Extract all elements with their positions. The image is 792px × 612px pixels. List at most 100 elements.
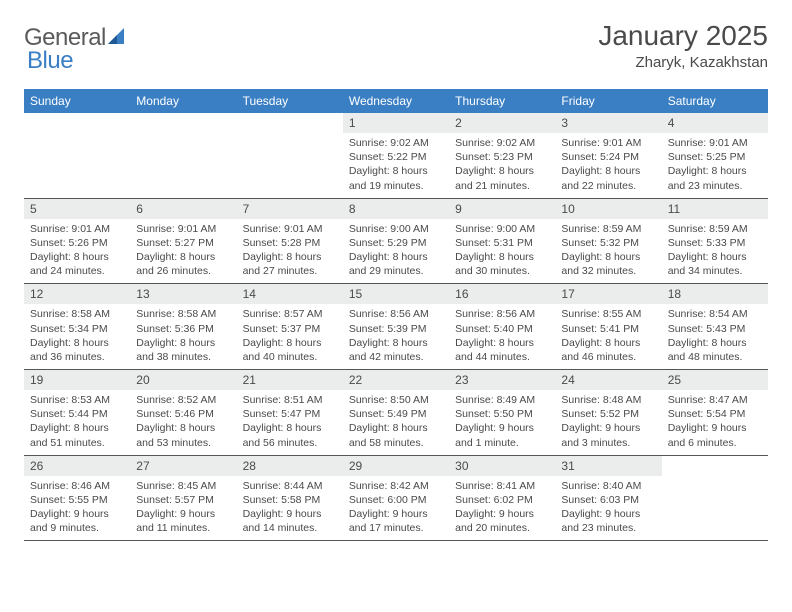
day-number: 29 [343, 456, 449, 476]
day-info: Sunrise: 9:01 AM Sunset: 5:28 PM Dayligh… [237, 219, 343, 284]
day-number: 3 [555, 113, 661, 133]
day-info: Sunrise: 8:46 AM Sunset: 5:55 PM Dayligh… [24, 476, 130, 541]
day-info: Sunrise: 8:59 AM Sunset: 5:32 PM Dayligh… [555, 219, 661, 284]
day-number: 16 [449, 284, 555, 304]
day-cell: 15Sunrise: 8:56 AM Sunset: 5:39 PM Dayli… [343, 284, 449, 369]
day-number: 12 [24, 284, 130, 304]
day-info: Sunrise: 8:45 AM Sunset: 5:57 PM Dayligh… [130, 476, 236, 541]
weekday-row: Sunday Monday Tuesday Wednesday Thursday… [24, 89, 768, 113]
day-cell: 12Sunrise: 8:58 AM Sunset: 5:34 PM Dayli… [24, 284, 130, 369]
day-number: 4 [662, 113, 768, 133]
weekday-friday: Friday [555, 89, 661, 113]
day-number: 6 [130, 199, 236, 219]
day-info: Sunrise: 8:54 AM Sunset: 5:43 PM Dayligh… [662, 304, 768, 369]
day-cell: 14Sunrise: 8:57 AM Sunset: 5:37 PM Dayli… [237, 284, 343, 369]
day-info: Sunrise: 8:58 AM Sunset: 5:34 PM Dayligh… [24, 304, 130, 369]
day-cell: 25Sunrise: 8:47 AM Sunset: 5:54 PM Dayli… [662, 370, 768, 455]
day-number: 20 [130, 370, 236, 390]
day-cell: 5Sunrise: 9:01 AM Sunset: 5:26 PM Daylig… [24, 199, 130, 284]
weeks-container: 1Sunrise: 9:02 AM Sunset: 5:22 PM Daylig… [24, 113, 768, 541]
day-info: Sunrise: 8:53 AM Sunset: 5:44 PM Dayligh… [24, 390, 130, 455]
day-cell [237, 113, 343, 198]
day-info: Sunrise: 8:49 AM Sunset: 5:50 PM Dayligh… [449, 390, 555, 455]
day-info: Sunrise: 8:50 AM Sunset: 5:49 PM Dayligh… [343, 390, 449, 455]
day-info: Sunrise: 8:42 AM Sunset: 6:00 PM Dayligh… [343, 476, 449, 541]
day-number: 21 [237, 370, 343, 390]
weekday-monday: Monday [130, 89, 236, 113]
day-number: 2 [449, 113, 555, 133]
day-cell: 1Sunrise: 9:02 AM Sunset: 5:22 PM Daylig… [343, 113, 449, 198]
day-info: Sunrise: 8:41 AM Sunset: 6:02 PM Dayligh… [449, 476, 555, 541]
day-info: Sunrise: 8:40 AM Sunset: 6:03 PM Dayligh… [555, 476, 661, 541]
day-number: 14 [237, 284, 343, 304]
day-cell: 21Sunrise: 8:51 AM Sunset: 5:47 PM Dayli… [237, 370, 343, 455]
day-info: Sunrise: 8:56 AM Sunset: 5:39 PM Dayligh… [343, 304, 449, 369]
weekday-sunday: Sunday [24, 89, 130, 113]
header: General January 2025 Zharyk, Kazakhstan [24, 20, 768, 71]
day-info: Sunrise: 8:56 AM Sunset: 5:40 PM Dayligh… [449, 304, 555, 369]
day-cell: 2Sunrise: 9:02 AM Sunset: 5:23 PM Daylig… [449, 113, 555, 198]
day-number: 5 [24, 199, 130, 219]
day-cell: 20Sunrise: 8:52 AM Sunset: 5:46 PM Dayli… [130, 370, 236, 455]
day-cell: 24Sunrise: 8:48 AM Sunset: 5:52 PM Dayli… [555, 370, 661, 455]
day-info: Sunrise: 8:55 AM Sunset: 5:41 PM Dayligh… [555, 304, 661, 369]
weekday-saturday: Saturday [662, 89, 768, 113]
weekday-wednesday: Wednesday [343, 89, 449, 113]
day-number: 31 [555, 456, 661, 476]
day-number: 1 [343, 113, 449, 133]
day-number: 15 [343, 284, 449, 304]
week-row: 12Sunrise: 8:58 AM Sunset: 5:34 PM Dayli… [24, 284, 768, 370]
week-row: 1Sunrise: 9:02 AM Sunset: 5:22 PM Daylig… [24, 113, 768, 199]
day-number: 22 [343, 370, 449, 390]
day-cell [24, 113, 130, 198]
day-number: 18 [662, 284, 768, 304]
day-info: Sunrise: 9:01 AM Sunset: 5:27 PM Dayligh… [130, 219, 236, 284]
day-cell: 19Sunrise: 8:53 AM Sunset: 5:44 PM Dayli… [24, 370, 130, 455]
day-cell: 13Sunrise: 8:58 AM Sunset: 5:36 PM Dayli… [130, 284, 236, 369]
day-cell: 8Sunrise: 9:00 AM Sunset: 5:29 PM Daylig… [343, 199, 449, 284]
logo-text-blue-wrap: Blue [27, 47, 73, 75]
day-cell [662, 456, 768, 541]
month-title: January 2025 [598, 20, 768, 52]
weekday-thursday: Thursday [449, 89, 555, 113]
week-row: 26Sunrise: 8:46 AM Sunset: 5:55 PM Dayli… [24, 456, 768, 542]
day-cell: 7Sunrise: 9:01 AM Sunset: 5:28 PM Daylig… [237, 199, 343, 284]
day-info: Sunrise: 8:51 AM Sunset: 5:47 PM Dayligh… [237, 390, 343, 455]
day-cell: 31Sunrise: 8:40 AM Sunset: 6:03 PM Dayli… [555, 456, 661, 541]
day-number: 19 [24, 370, 130, 390]
logo-text-blue: Blue [27, 47, 73, 74]
day-cell: 23Sunrise: 8:49 AM Sunset: 5:50 PM Dayli… [449, 370, 555, 455]
day-number: 25 [662, 370, 768, 390]
day-cell: 3Sunrise: 9:01 AM Sunset: 5:24 PM Daylig… [555, 113, 661, 198]
day-info: Sunrise: 8:47 AM Sunset: 5:54 PM Dayligh… [662, 390, 768, 455]
day-info: Sunrise: 8:52 AM Sunset: 5:46 PM Dayligh… [130, 390, 236, 455]
day-cell: 17Sunrise: 8:55 AM Sunset: 5:41 PM Dayli… [555, 284, 661, 369]
day-number: 30 [449, 456, 555, 476]
day-number: 9 [449, 199, 555, 219]
day-number: 10 [555, 199, 661, 219]
day-cell: 4Sunrise: 9:01 AM Sunset: 5:25 PM Daylig… [662, 113, 768, 198]
day-number: 17 [555, 284, 661, 304]
day-cell: 9Sunrise: 9:00 AM Sunset: 5:31 PM Daylig… [449, 199, 555, 284]
day-number: 28 [237, 456, 343, 476]
day-number: 24 [555, 370, 661, 390]
week-row: 19Sunrise: 8:53 AM Sunset: 5:44 PM Dayli… [24, 370, 768, 456]
day-number: 7 [237, 199, 343, 219]
day-cell: 30Sunrise: 8:41 AM Sunset: 6:02 PM Dayli… [449, 456, 555, 541]
logo-sail-icon [106, 26, 128, 51]
day-cell: 27Sunrise: 8:45 AM Sunset: 5:57 PM Dayli… [130, 456, 236, 541]
day-cell: 11Sunrise: 8:59 AM Sunset: 5:33 PM Dayli… [662, 199, 768, 284]
day-info: Sunrise: 8:48 AM Sunset: 5:52 PM Dayligh… [555, 390, 661, 455]
day-info: Sunrise: 8:59 AM Sunset: 5:33 PM Dayligh… [662, 219, 768, 284]
day-number: 11 [662, 199, 768, 219]
day-number [237, 113, 343, 133]
day-info: Sunrise: 9:02 AM Sunset: 5:23 PM Dayligh… [449, 133, 555, 198]
location: Zharyk, Kazakhstan [598, 54, 768, 71]
day-info: Sunrise: 9:01 AM Sunset: 5:26 PM Dayligh… [24, 219, 130, 284]
weekday-tuesday: Tuesday [237, 89, 343, 113]
week-row: 5Sunrise: 9:01 AM Sunset: 5:26 PM Daylig… [24, 199, 768, 285]
day-number: 23 [449, 370, 555, 390]
calendar: Sunday Monday Tuesday Wednesday Thursday… [24, 89, 768, 541]
day-cell: 6Sunrise: 9:01 AM Sunset: 5:27 PM Daylig… [130, 199, 236, 284]
day-cell: 28Sunrise: 8:44 AM Sunset: 5:58 PM Dayli… [237, 456, 343, 541]
